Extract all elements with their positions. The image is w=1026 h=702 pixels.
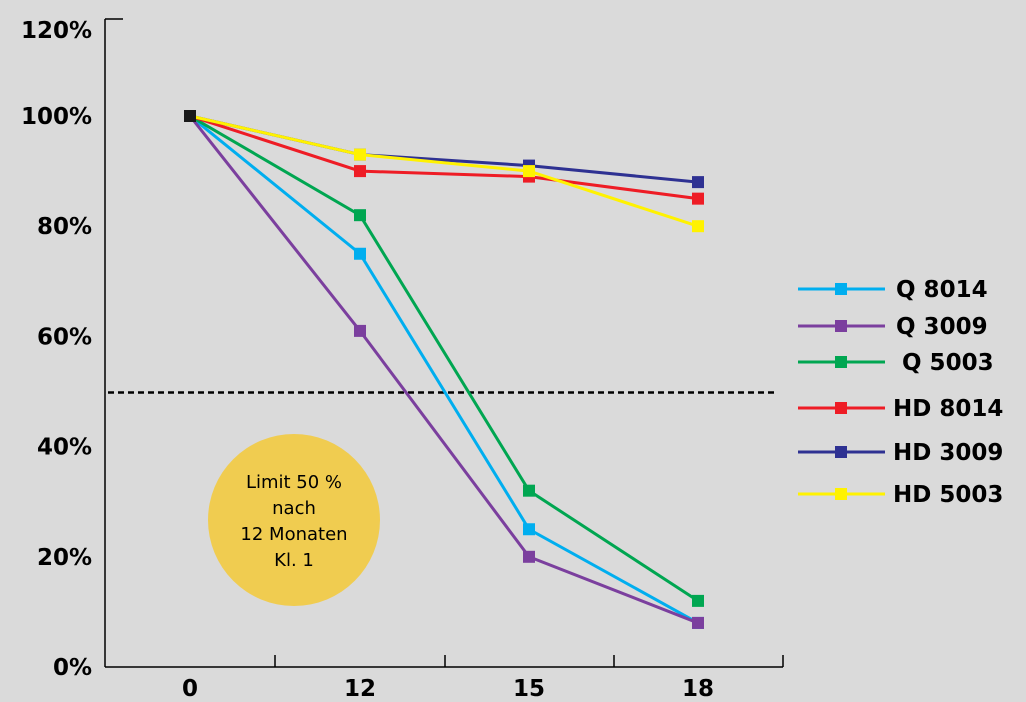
y-tick-label: 120%: [21, 18, 92, 44]
limit-annotation: Limit 50 % nach 12 Monaten Kl. 1: [208, 434, 380, 606]
x-axis-ticks: 0 12 15 18: [182, 676, 714, 702]
x-tick-label: 18: [682, 676, 714, 702]
legend-item: HD 8014: [798, 396, 1003, 422]
legend-item: Q 5003: [798, 350, 994, 376]
data-point: [354, 209, 366, 222]
series-hd-5003: [189, 114, 704, 233]
data-point: [354, 324, 366, 337]
legend-label: HD 3009: [893, 440, 1003, 466]
y-tick-label: 100%: [21, 104, 92, 130]
series-line: [188, 115, 699, 625]
data-point: [523, 165, 535, 178]
series-line: [189, 114, 699, 603]
start-marker: [184, 110, 196, 122]
legend-marker: [835, 283, 847, 295]
x-tick-label: 15: [513, 676, 545, 702]
y-tick-label: 40%: [37, 435, 92, 461]
legend-item: Q 3009: [798, 314, 988, 340]
series-line: [189, 114, 699, 625]
legend-marker: [835, 402, 847, 414]
axes: [104, 18, 784, 668]
data-point: [523, 484, 535, 497]
legend-item: HD 3009: [798, 440, 1003, 466]
data-point: [354, 247, 366, 260]
legend-marker: [835, 488, 847, 500]
x-tick-label: 12: [344, 676, 376, 702]
annotation-circle: [208, 434, 380, 606]
data-point: [692, 616, 704, 629]
data-point: [692, 594, 704, 607]
series-line: [189, 114, 699, 184]
y-tick-label: 80%: [37, 214, 92, 240]
y-tick-label: 0%: [53, 655, 92, 681]
legend: Q 8014 Q 3009 Q 5003 HD 8014 HD 3009 HD 5003: [798, 277, 1003, 508]
annotation-line: nach: [272, 498, 316, 519]
legend-label: Q 3009: [896, 314, 988, 340]
series-q-3009: [188, 115, 704, 629]
data-point: [692, 176, 704, 189]
data-point: [692, 192, 704, 205]
legend-marker: [835, 320, 847, 332]
legend-label: HD 5003: [893, 482, 1003, 508]
data-point: [692, 220, 704, 233]
series-q-5003: [189, 114, 704, 607]
y-tick-label: 60%: [37, 324, 92, 350]
annotation-line: Kl. 1: [274, 550, 314, 571]
legend-label: HD 8014: [893, 396, 1003, 422]
y-tick-label: 20%: [37, 545, 92, 571]
legend-label: Q 8014: [896, 277, 988, 303]
legend-marker: [835, 356, 847, 368]
annotation-line: 12 Monaten: [240, 524, 347, 545]
data-point: [354, 165, 366, 178]
series-layer: [184, 110, 704, 629]
x-tick-label: 0: [182, 676, 198, 702]
annotation-line: Limit 50 %: [246, 472, 342, 493]
data-point: [523, 550, 535, 563]
y-axis-ticks: 0% 20% 40% 60% 80% 100% 120%: [21, 18, 92, 681]
legend-item: HD 5003: [798, 482, 1003, 508]
series-line: [189, 114, 699, 228]
data-point: [523, 523, 535, 536]
data-point: [354, 148, 366, 161]
series-line: [189, 114, 699, 201]
legend-marker: [835, 446, 847, 458]
legend-label: Q 5003: [902, 350, 994, 376]
legend-item: Q 8014: [798, 277, 988, 303]
